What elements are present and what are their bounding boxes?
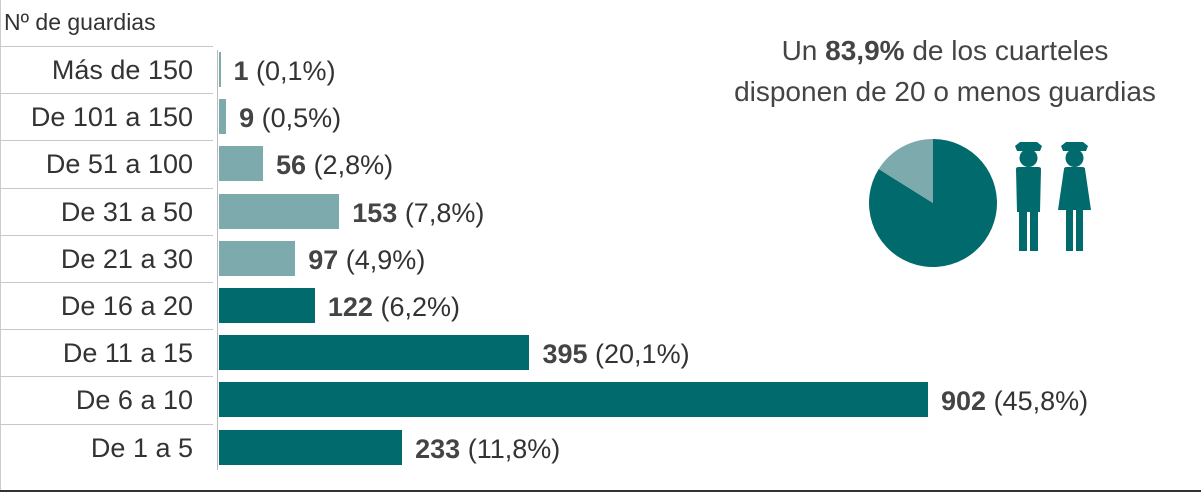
category-label: De 16 a 20 [60,291,193,321]
value-count: 233 [415,433,461,464]
category-label: De 1 a 5 [90,432,193,463]
value-label: 56 (2,8%) [276,152,393,179]
row-divider [0,234,213,236]
bottom-rule [0,490,1201,492]
bar [219,335,530,371]
value-percent: (7,8%) [397,197,485,228]
bar [219,52,221,87]
callout-highlight: 83,9% [825,35,905,66]
value-count: 56 [276,150,307,181]
row-divider [0,140,213,142]
category-label: De 51 a 100 [45,149,193,180]
row-divider [0,282,213,283]
value-percent: (45,8%) [986,386,1089,417]
value-count: 902 [941,386,987,417]
bar [219,288,315,323]
guard-icon [1015,142,1042,251]
row-divider [0,423,213,425]
value-count: 395 [542,339,588,370]
pie-chart [869,139,997,267]
value-count: 122 [327,292,373,322]
value-count: 153 [352,197,398,228]
bar [219,146,264,182]
row-divider [0,187,213,189]
category-label: De 11 a 15 [62,338,193,369]
category-label: De 21 a 30 [60,243,193,274]
bar [219,240,296,276]
value-percent: (0,1%) [248,56,336,86]
value-count: 1 [233,56,249,86]
value-percent: (20,1%) [587,339,690,370]
left-border [0,0,1,492]
value-label: 122 (6,2%) [328,294,460,321]
value-percent: (6,2%) [372,292,460,322]
value-percent: (0,5%) [254,103,342,134]
value-label: 97 (4,9%) [308,244,426,275]
category-label: De 6 a 10 [75,385,193,416]
value-count: 97 [308,244,339,275]
value-label: 395 (20,1%) [542,341,689,368]
value-percent: (4,9%) [338,244,426,275]
category-label: Más de 150 [51,55,193,85]
guard-icons [1015,142,1091,251]
category-label: De 101 a 150 [30,102,193,133]
bar [219,429,403,465]
value-label: 233 (11,8%) [415,433,561,464]
value-label: 153 (7,8%) [352,197,485,228]
bar [219,193,340,229]
guard-icon [1058,142,1091,251]
callout-prefix: Un [781,35,826,66]
bar [219,382,928,418]
row-divider [0,329,213,331]
pie-slice [878,139,933,203]
value-label: 902 (45,8%) [941,388,1088,415]
value-percent: (2,8%) [306,150,394,181]
category-label: De 31 a 50 [60,196,193,227]
callout-suffix: de los cuarteles [904,35,1109,66]
row-divider [0,376,213,378]
callout-line2: disponen de 20 o menos guardias [734,76,1156,107]
value-label: 1 (0,1%) [234,58,336,85]
summary-callout: Un 83,9% de los cuarteles disponen de 20… [690,30,1200,112]
bar [219,99,227,135]
value-label: 9 (0,5%) [239,105,341,132]
value-count: 9 [239,103,255,134]
row-divider [0,93,213,95]
baseline-axis [217,50,218,470]
row-divider [0,46,213,47]
axis-header: Nº de guardias [4,9,156,35]
value-percent: (11,8%) [460,433,561,464]
